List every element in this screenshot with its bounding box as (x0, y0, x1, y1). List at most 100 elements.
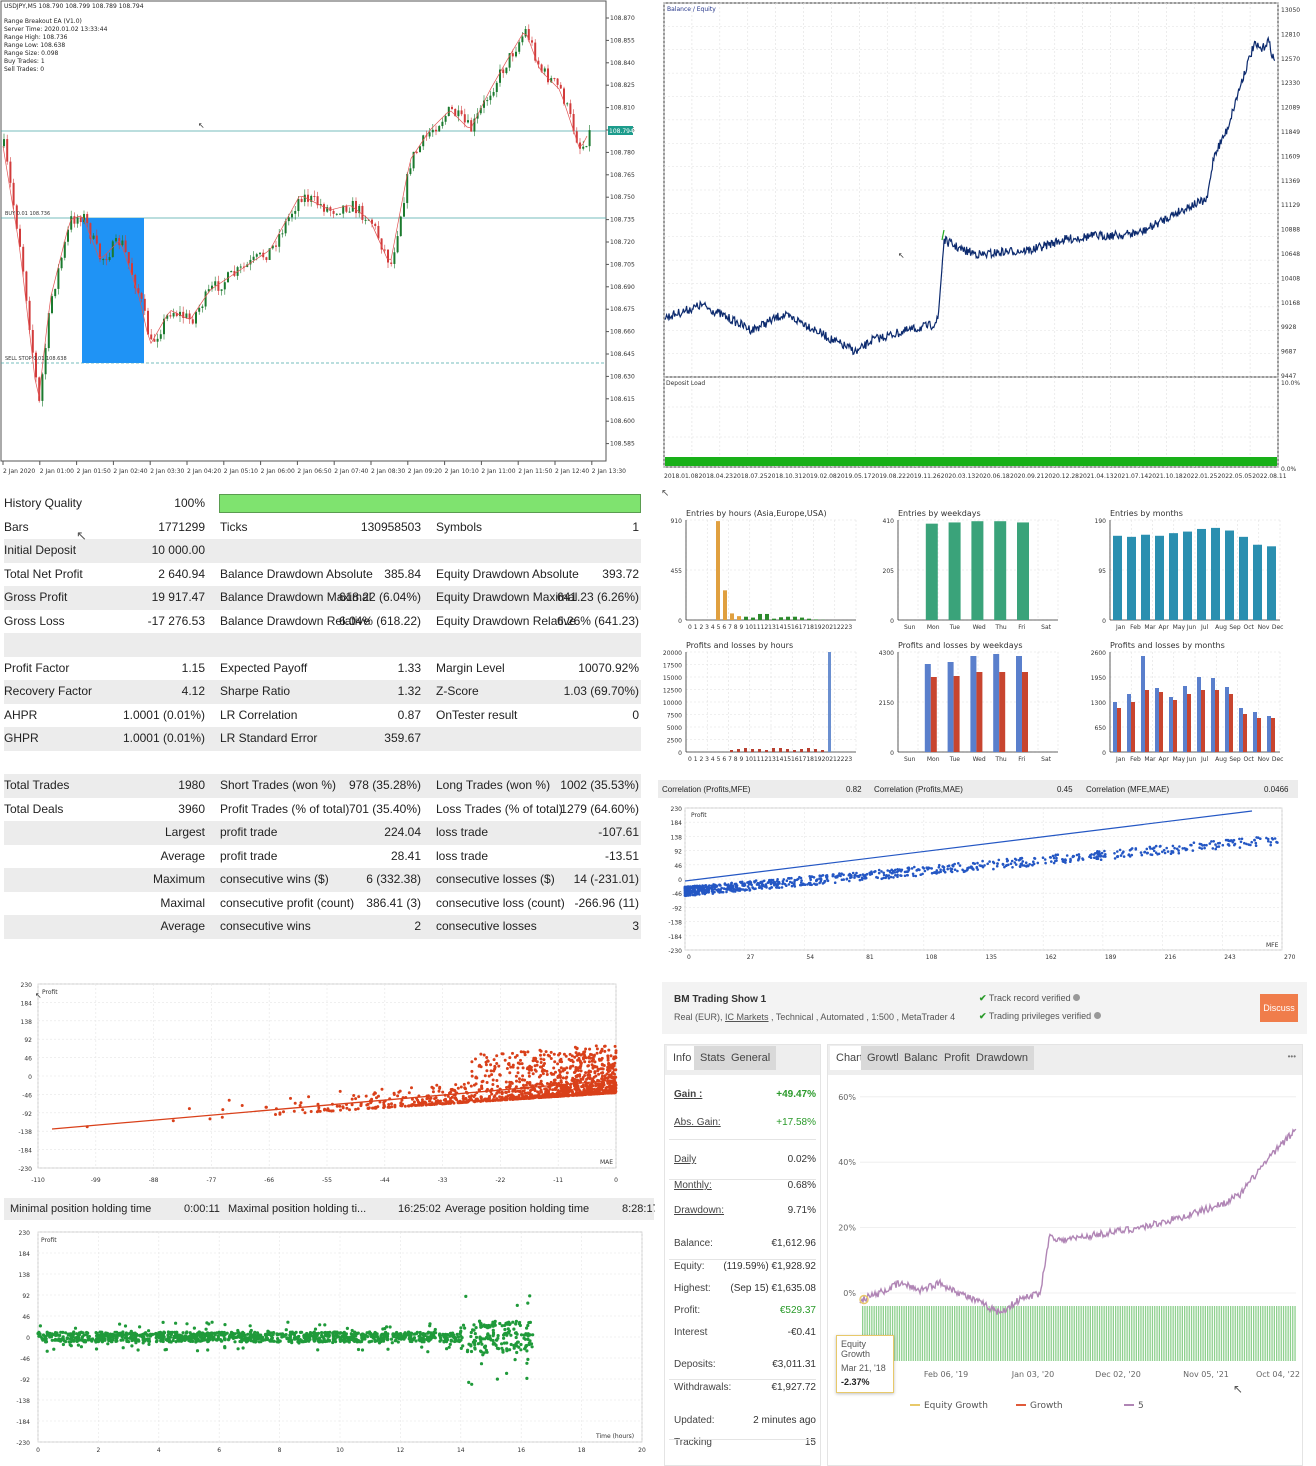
mfe-point (876, 876, 879, 879)
growth-volume-bar (942, 1306, 944, 1361)
tab-profit[interactable]: Profit (938, 1046, 976, 1070)
time-tick-label: 2 Jan 01:00 (40, 468, 74, 475)
growth-volume-bar (1112, 1306, 1114, 1361)
holding-point (43, 1336, 48, 1340)
month-entry-bar (1183, 531, 1192, 620)
mae-point (576, 1069, 580, 1072)
tab-balance[interactable]: Balance (898, 1046, 950, 1070)
mae-point (392, 1093, 396, 1096)
month-entry-bar (1197, 528, 1206, 620)
mae-point (171, 1119, 175, 1123)
mfe-point (704, 884, 707, 887)
growth-volume-bar (1119, 1306, 1121, 1361)
price-tick-label: 108.780 (610, 149, 635, 156)
mfe-x-label: 54 (806, 954, 814, 961)
tab-general[interactable]: General (725, 1046, 777, 1070)
mae-y-label: 0 (28, 1074, 32, 1081)
price-chart[interactable]: 108.870108.855108.840108.825108.810108.7… (0, 0, 645, 485)
holding-point (141, 1341, 145, 1345)
info-icon[interactable] (1073, 994, 1081, 1001)
holding-point (293, 1337, 297, 1341)
stat-value: 14 (-231.01) (573, 872, 639, 886)
mfe-point (1071, 854, 1075, 858)
holding-point (287, 1337, 291, 1341)
broker-link[interactable]: IC Markets (725, 1012, 769, 1022)
tab-drawdown[interactable]: Drawdown (970, 1046, 1034, 1070)
growth-volume-bar (1032, 1306, 1034, 1361)
tab-stats[interactable]: Stats (694, 1046, 732, 1070)
fx-stat-label[interactable]: Daily (674, 1154, 697, 1165)
mfe-point (1165, 846, 1168, 850)
candle-body (540, 64, 543, 72)
holding-point (443, 1335, 447, 1339)
growth-volume-bar (1050, 1306, 1052, 1361)
holding-point (531, 1333, 535, 1337)
mfe-point (1171, 850, 1175, 853)
stat-label: Total Net Profit (4, 566, 83, 581)
stat-value: 19 917.47 (151, 590, 205, 604)
candle-body (559, 84, 562, 89)
mfe-point (1096, 850, 1099, 853)
mae-point (594, 1074, 598, 1078)
mouse-cursor-icon: ↖ (898, 251, 905, 260)
stat-label: Bars (4, 519, 29, 534)
growth-chart[interactable]: 60%40%20%0%Feb 06, '19 Jan 03, '20 Dec 02,… (828, 1075, 1302, 1465)
mfe-point (822, 881, 826, 884)
candle-body (451, 106, 453, 109)
holding-point (81, 1331, 85, 1335)
growth-volume-bar (880, 1306, 882, 1361)
mfe-point (1232, 838, 1236, 842)
mae-x-label: -88 (149, 1177, 159, 1184)
holding-point (171, 1338, 175, 1343)
candle-body (73, 216, 76, 224)
max-holding-label: Maximal position holding ti... (228, 1203, 367, 1215)
time-tick-label: 2 Jan 06:50 (297, 468, 331, 475)
fx-stat-label[interactable]: Abs. Gain: (674, 1117, 721, 1128)
growth-volume-bar (1016, 1306, 1018, 1361)
account-title[interactable]: BM Trading Show 1 (674, 994, 767, 1005)
candle-body (339, 213, 341, 215)
mfe-point (890, 868, 893, 872)
stat-value: 978 (35.28%) (348, 778, 421, 792)
fx-stat-label[interactable]: Monthly: (674, 1180, 712, 1191)
growth-y-label: 40% (838, 1158, 856, 1167)
discuss-button[interactable]: Discuss (1260, 994, 1298, 1022)
mae-point (537, 1092, 541, 1096)
growth-volume-bar (1064, 1306, 1066, 1361)
more-menu-icon[interactable]: ••• (1287, 1052, 1296, 1061)
stat-label: Profit Factor (4, 660, 70, 675)
stats-row: Total Deals 3960 Profit Trades (% of total… (4, 798, 641, 822)
info-icon[interactable] (1093, 1012, 1101, 1019)
mfe-point (937, 866, 941, 869)
growth-volume-bar (1133, 1306, 1135, 1361)
x-tick-label: Mon (927, 624, 940, 631)
stat-label: Gross Loss (4, 613, 65, 628)
tab-info[interactable]: Info (667, 1046, 698, 1070)
x-tick-label: 0 1 2 3 4 5 6 7 8 9 10111213141516171819… (688, 624, 852, 631)
holding-point (287, 1339, 291, 1343)
holding-point (459, 1346, 463, 1350)
mae-point (531, 1059, 535, 1063)
time-tick-label: 2 Jan 13:30 (592, 468, 626, 475)
holding-point (147, 1342, 151, 1346)
mae-point (489, 1063, 493, 1067)
pl-weekday-loss-bar (930, 677, 937, 752)
mae-point (420, 1098, 424, 1102)
mfe-point (1078, 855, 1081, 859)
balance-legend: Balance / Equity (667, 6, 716, 13)
mfe-point (808, 875, 811, 878)
tab-growth[interactable]: Growth (861, 1046, 909, 1070)
mfe-point (1250, 840, 1253, 844)
balance-equity-chart[interactable]: 1305012810125701233012089118491160911369… (662, 0, 1307, 485)
holding-point (446, 1333, 450, 1337)
mae-point (484, 1098, 488, 1102)
mfe-point (969, 866, 973, 869)
mae-point (463, 1086, 467, 1090)
fx-stat-label[interactable]: Gain : (674, 1089, 703, 1100)
mae-regression-line (51, 1079, 617, 1130)
fx-stat-label: Highest: (674, 1283, 711, 1294)
fx-stat-label[interactable]: Drawdown: (674, 1205, 725, 1216)
